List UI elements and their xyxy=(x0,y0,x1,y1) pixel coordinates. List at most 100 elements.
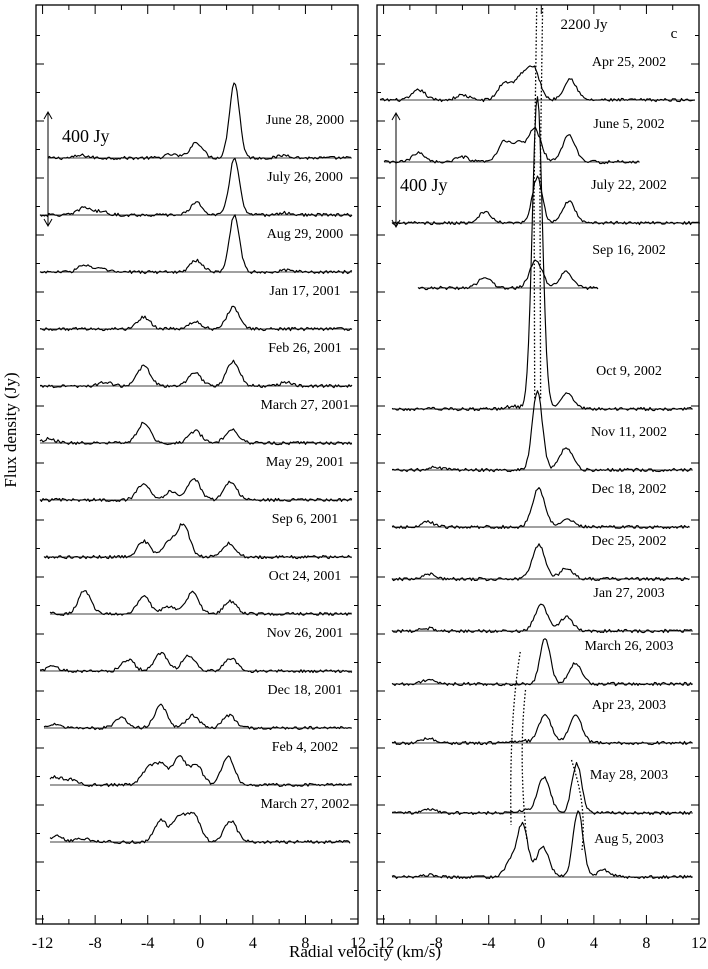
x-tick-label: -8 xyxy=(88,935,101,952)
scale-arrow-head-bottom xyxy=(391,219,401,229)
spectrum: June 28, 2000 xyxy=(47,82,352,161)
spectrum-line xyxy=(417,259,599,291)
x-tick-label: -4 xyxy=(141,935,154,952)
scale-arrow-head-top xyxy=(391,111,401,121)
spectrum: July 22, 2002 xyxy=(391,175,700,226)
spectrum-line xyxy=(47,82,352,161)
spectrum: Dec 18, 2001 xyxy=(43,683,352,731)
spectrum-line xyxy=(391,96,693,412)
spectrum-date-label: Feb 26, 2001 xyxy=(268,341,342,356)
spectrum-date-label: Aug 5, 2003 xyxy=(594,832,664,847)
x-tick-label: 12 xyxy=(691,935,707,952)
spectrum: Apr 25, 2002 xyxy=(379,55,696,103)
x-tick-label: 0 xyxy=(537,935,545,952)
spectrum: March 27, 2002 xyxy=(49,797,351,845)
spectrum-line xyxy=(49,755,352,788)
spectrum: Apr 23, 2003 xyxy=(391,698,693,746)
spectrum: Jan 27, 2003 xyxy=(391,586,693,634)
spectrum: May 28, 2003 xyxy=(391,761,693,816)
spectrum-line xyxy=(391,603,693,634)
spectrum-date-label: Apr 23, 2003 xyxy=(592,698,666,713)
x-tick-label: 8 xyxy=(642,935,650,952)
spectrum: Nov 11, 2002 xyxy=(392,390,693,473)
right-panel-frame xyxy=(376,4,700,925)
spectrum-line xyxy=(39,214,353,275)
spectrum-line xyxy=(391,638,693,687)
spectrum-line xyxy=(43,523,352,560)
x-tick-label: -4 xyxy=(482,935,495,952)
y-axis-label: Flux density (Jy) xyxy=(1,372,20,487)
x-tick-label: 4 xyxy=(590,935,598,952)
dotted-guide xyxy=(570,759,584,851)
spectrum: March 26, 2003 xyxy=(391,638,693,687)
x-tick-label: 8 xyxy=(301,935,309,952)
spectrum-line xyxy=(383,127,640,165)
spectrum-line xyxy=(49,590,352,616)
spectrum-date-label: Sep 16, 2002 xyxy=(592,243,666,258)
spectrum: Nov 26, 2001 xyxy=(39,626,353,674)
spectrum: Oct 24, 2001 xyxy=(49,569,352,616)
x-tick-label: 4 xyxy=(249,935,257,952)
spectrum: June 5, 2002 xyxy=(383,117,665,165)
spectrum: March 27, 2001 xyxy=(39,398,353,446)
spectrum-line xyxy=(391,487,690,530)
spectrum-date-label: Sep 6, 2001 xyxy=(272,512,339,527)
spectrum-line xyxy=(39,157,353,218)
spectrum: Aug 29, 2000 xyxy=(39,214,353,275)
dotted-guide xyxy=(510,651,521,826)
spectrum-date-label: Dec 25, 2002 xyxy=(591,534,666,549)
spectrum: Dec 25, 2002 xyxy=(391,534,690,582)
spectrum-line xyxy=(391,543,690,582)
spectrum-date-label: Apr 25, 2002 xyxy=(592,55,666,70)
x-tick-label: 0 xyxy=(196,935,204,952)
scale-arrow-head-bottom xyxy=(43,218,53,228)
spectrum-date-label: July 26, 2000 xyxy=(267,170,343,185)
spectrum-date-label: May 28, 2003 xyxy=(590,768,668,783)
spectrum-line xyxy=(391,175,700,226)
spectrum-line xyxy=(392,390,693,473)
spectrum: July 26, 2000 xyxy=(39,157,353,218)
spectrum-date-label: Dec 18, 2001 xyxy=(267,683,342,698)
spectrum: Sep 6, 2001 xyxy=(43,512,352,560)
spectrum: May 29, 2001 xyxy=(39,455,353,503)
spectrum-date-label: Nov 11, 2002 xyxy=(591,425,667,440)
spectrum-date-label: March 27, 2002 xyxy=(260,797,349,812)
spectrum-line xyxy=(39,421,353,446)
spectrum: Dec 18, 2002 xyxy=(391,482,690,530)
spectrum-line xyxy=(39,478,353,503)
spectrum-line xyxy=(43,703,352,731)
spectrum-date-label: Feb 4, 2002 xyxy=(272,740,339,755)
spectrum-date-label: Jan 27, 2003 xyxy=(593,586,664,601)
panel-label-c: c xyxy=(671,26,678,42)
spectrum-line xyxy=(39,305,353,332)
spectrum-line xyxy=(39,651,353,674)
spectrum-line xyxy=(391,810,693,880)
spectrum-line xyxy=(49,811,351,845)
x-tick-label: 12 xyxy=(350,935,366,952)
spectrum-date-label: March 26, 2003 xyxy=(584,639,673,654)
spectrum-date-label: Oct 24, 2001 xyxy=(269,569,342,584)
right-panel: -12 -8 -4 0 4 8 12 Apr 25, 2002 June 5, 2002 July… xyxy=(373,4,707,952)
spectrum: Oct 9, 2002 xyxy=(391,96,693,412)
spectrum-line xyxy=(391,761,693,816)
scale-arrow-head-top xyxy=(43,110,53,120)
scale-label-right: 400 Jy xyxy=(400,175,448,195)
scale-label-left: 400 Jy xyxy=(62,126,110,146)
spectrum: Sep 16, 2002 xyxy=(417,243,666,291)
peak-annotation: 2200 Jy xyxy=(560,17,608,33)
spectrum-date-label: May 29, 2001 xyxy=(266,455,344,470)
x-axis-label: Radial velocity (km/s) xyxy=(289,942,441,961)
spectrum-line xyxy=(39,359,353,389)
x-tick-label: -12 xyxy=(32,935,53,952)
x-tick-label: -12 xyxy=(373,935,394,952)
spectrum-date-label: July 22, 2002 xyxy=(591,178,667,193)
spectrum: Feb 26, 2001 xyxy=(39,341,353,389)
spectrum-date-label: Dec 18, 2002 xyxy=(591,482,666,497)
spectrum-date-label: Aug 29, 2000 xyxy=(267,227,344,242)
spectrum-date-label: June 5, 2002 xyxy=(593,117,664,132)
spectrum-date-label: Jan 17, 2001 xyxy=(269,284,340,299)
spectrum: Jan 17, 2001 xyxy=(39,284,353,332)
spectrum: Aug 5, 2003 xyxy=(391,810,693,880)
spectrum-line xyxy=(379,65,696,103)
